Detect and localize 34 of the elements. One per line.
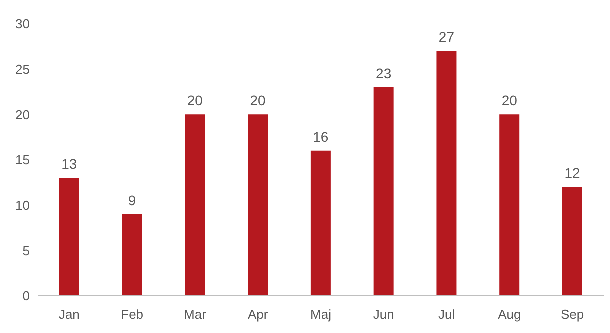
y-tick-label: 25: [16, 62, 30, 77]
data-label: 12: [564, 165, 580, 182]
y-tick-label: 20: [16, 107, 30, 122]
bar: [248, 114, 268, 296]
x-tick-label: Jul: [438, 307, 456, 322]
data-label: 20: [250, 92, 266, 109]
x-tick-label: Sep: [560, 307, 584, 322]
bar: [562, 187, 582, 296]
data-label: 20: [502, 92, 518, 109]
data-label: 9: [128, 192, 136, 208]
bar: [310, 150, 331, 296]
bar: [436, 51, 457, 296]
bar: [59, 178, 80, 296]
data-label: 16: [313, 128, 329, 145]
y-tick-label: 30: [16, 16, 30, 32]
x-tick-label: Feb: [121, 307, 144, 322]
y-tick-label: 5: [22, 243, 30, 258]
bar: [122, 214, 142, 296]
y-tick-label: 0: [22, 288, 30, 304]
x-tick-label: Mar: [184, 307, 208, 322]
data-label: 27: [438, 29, 455, 46]
x-tick-label: Jun: [373, 307, 394, 322]
bar: [500, 114, 520, 296]
bar: [374, 87, 394, 296]
data-label: 23: [376, 65, 392, 82]
y-tick-label: 10: [16, 198, 30, 213]
data-label: 20: [187, 92, 204, 109]
x-tick-label: Jan: [58, 307, 80, 322]
y-tick-label: 15: [16, 152, 30, 168]
bar: [185, 114, 206, 296]
data-label: 13: [62, 156, 78, 172]
x-tick-label: Apr: [248, 307, 269, 322]
x-tick-label: Maj: [310, 307, 332, 322]
x-tick-label: Aug: [498, 307, 522, 322]
